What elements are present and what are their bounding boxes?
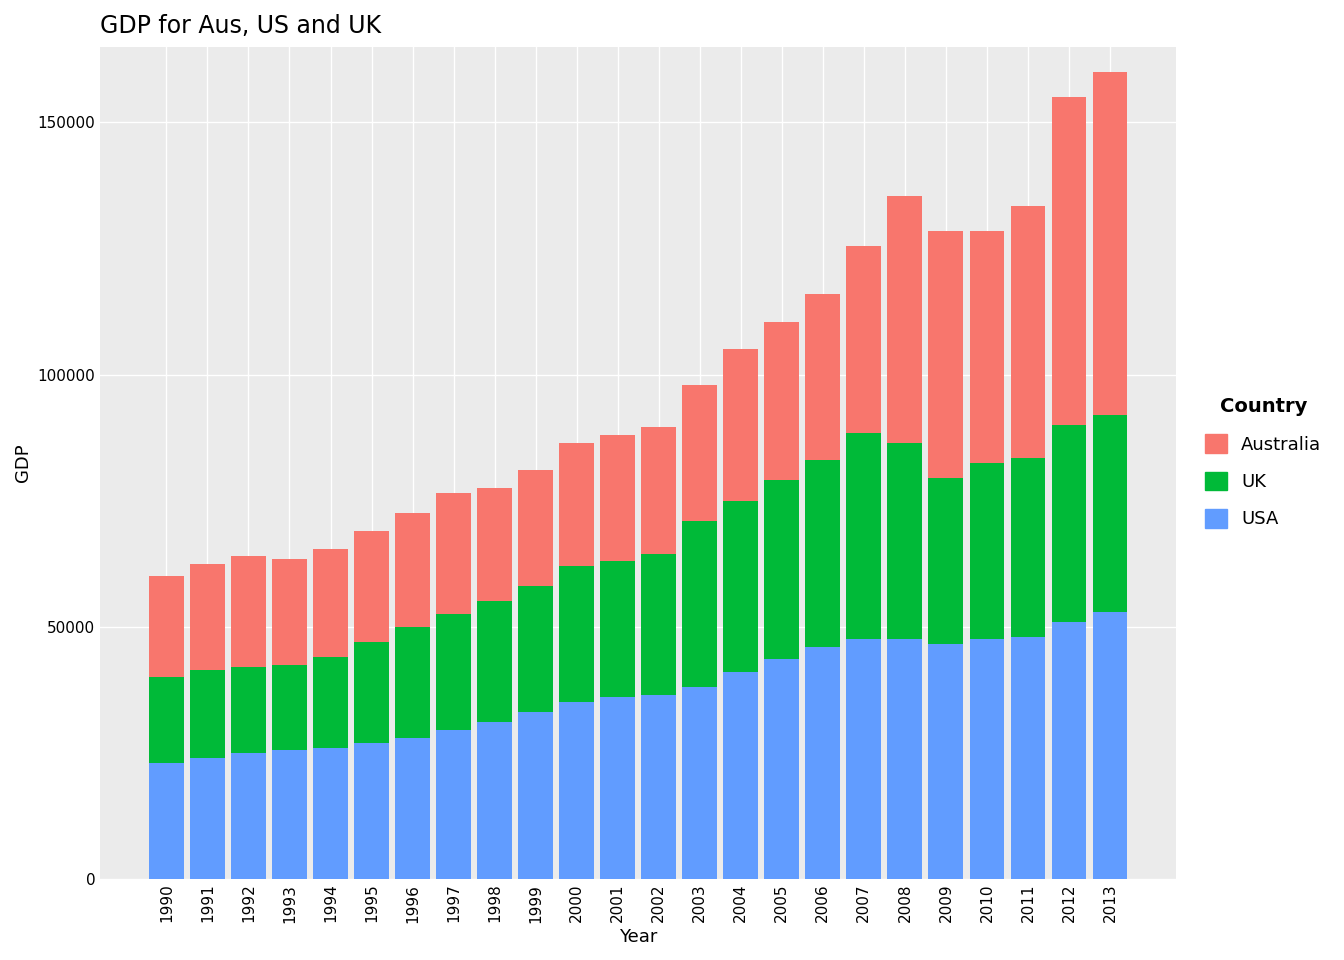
Text: GDP for Aus, US and UK: GDP for Aus, US and UK <box>99 13 382 37</box>
Bar <box>271 559 306 664</box>
Bar <box>1051 622 1086 878</box>
Bar <box>477 488 512 602</box>
Bar <box>519 587 554 712</box>
Bar <box>477 602 512 723</box>
Bar <box>190 564 224 669</box>
Bar <box>1011 636 1046 878</box>
Bar <box>765 480 800 660</box>
Bar <box>847 639 882 878</box>
Bar <box>929 644 964 878</box>
Bar <box>601 697 636 878</box>
Bar <box>847 246 882 433</box>
Bar <box>887 196 922 443</box>
Bar <box>559 566 594 703</box>
Bar <box>271 664 306 750</box>
Bar <box>437 614 470 730</box>
Bar <box>559 443 594 566</box>
Bar <box>231 753 266 878</box>
Bar <box>190 669 224 757</box>
Bar <box>353 531 388 642</box>
Bar <box>805 647 840 878</box>
Bar <box>929 478 964 644</box>
Bar <box>149 677 184 763</box>
Bar <box>683 385 718 520</box>
Legend: Australia, UK, USA: Australia, UK, USA <box>1196 388 1331 538</box>
Bar <box>805 460 840 647</box>
Bar <box>887 639 922 878</box>
X-axis label: Year: Year <box>620 928 657 947</box>
Bar <box>1011 458 1046 636</box>
Bar <box>353 743 388 878</box>
Bar <box>929 230 964 478</box>
Bar <box>395 627 430 737</box>
Bar <box>641 554 676 695</box>
Bar <box>1011 205 1046 458</box>
Bar <box>1093 72 1128 415</box>
Bar <box>847 433 882 639</box>
Bar <box>437 493 470 614</box>
Y-axis label: GDP: GDP <box>13 444 32 482</box>
Bar <box>313 548 348 657</box>
Bar <box>641 695 676 878</box>
Bar <box>723 349 758 500</box>
Bar <box>1093 415 1128 612</box>
Bar <box>723 500 758 672</box>
Bar <box>519 470 554 587</box>
Bar <box>190 757 224 878</box>
Bar <box>437 730 470 878</box>
Bar <box>559 703 594 878</box>
Bar <box>149 763 184 878</box>
Bar <box>231 556 266 667</box>
Bar <box>477 723 512 878</box>
Bar <box>969 639 1004 878</box>
Bar <box>683 687 718 878</box>
Bar <box>765 322 800 480</box>
Bar <box>149 576 184 677</box>
Bar <box>969 463 1004 639</box>
Bar <box>805 294 840 460</box>
Bar <box>1051 97 1086 425</box>
Bar <box>313 657 348 748</box>
Bar <box>353 642 388 743</box>
Bar <box>601 562 636 697</box>
Bar <box>1093 612 1128 878</box>
Bar <box>683 520 718 687</box>
Bar <box>395 737 430 878</box>
Bar <box>231 667 266 753</box>
Bar <box>601 435 636 562</box>
Bar <box>723 672 758 878</box>
Bar <box>1051 425 1086 622</box>
Bar <box>969 230 1004 463</box>
Bar <box>313 748 348 878</box>
Bar <box>271 750 306 878</box>
Bar <box>765 660 800 878</box>
Bar <box>641 427 676 554</box>
Bar <box>519 712 554 878</box>
Bar <box>887 443 922 639</box>
Bar <box>395 514 430 627</box>
